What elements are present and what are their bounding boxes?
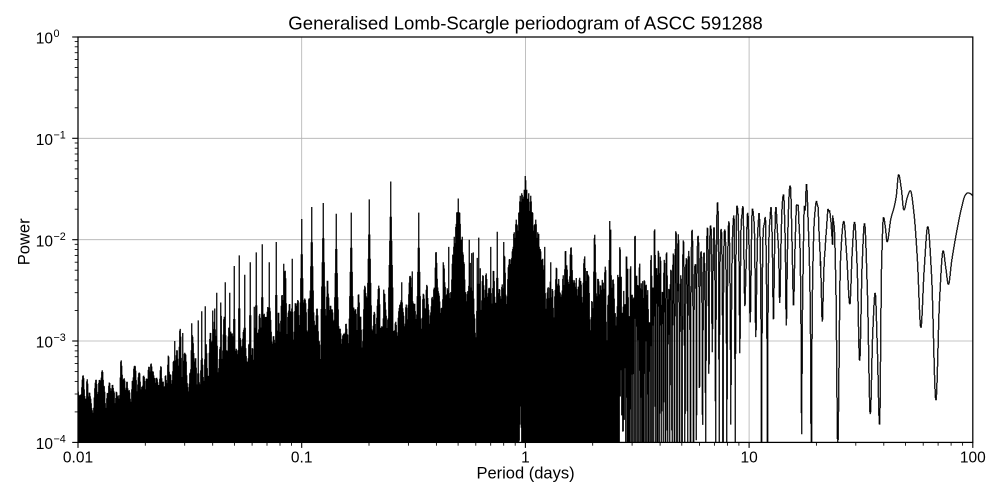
svg-text:0.1: 0.1	[291, 450, 313, 467]
svg-text:10: 10	[36, 335, 54, 352]
svg-text:Period (days): Period (days)	[476, 465, 574, 483]
svg-text:1: 1	[521, 450, 530, 467]
svg-text:−2: −2	[54, 231, 66, 243]
svg-text:0: 0	[54, 28, 60, 40]
svg-text:0.01: 0.01	[63, 450, 93, 467]
svg-text:Generalised Lomb-Scargle perio: Generalised Lomb-Scargle periodogram of …	[288, 13, 762, 34]
svg-text:Power: Power	[15, 218, 33, 265]
svg-text:100: 100	[960, 450, 986, 467]
svg-text:−3: −3	[54, 332, 66, 344]
svg-text:10: 10	[36, 436, 54, 453]
svg-text:10: 10	[740, 450, 758, 467]
svg-text:10: 10	[36, 233, 54, 250]
svg-text:−4: −4	[54, 434, 66, 446]
svg-text:10: 10	[36, 31, 54, 48]
svg-text:10: 10	[36, 132, 54, 149]
svg-text:−1: −1	[54, 130, 66, 142]
